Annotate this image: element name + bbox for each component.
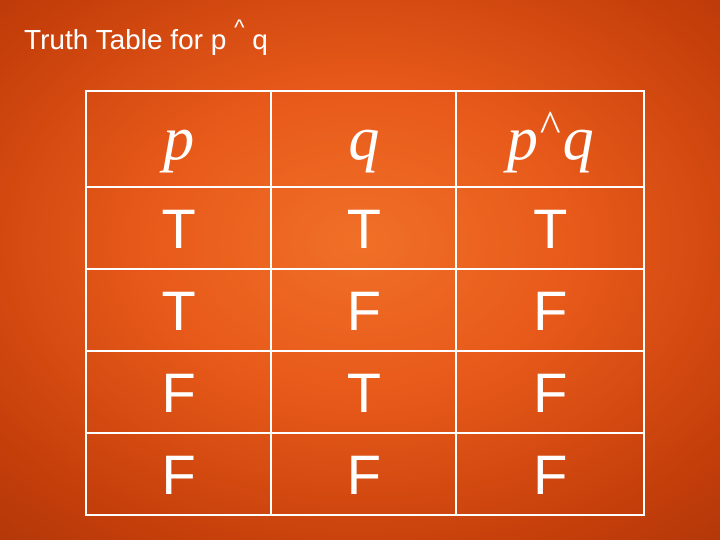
cell: T [456, 187, 644, 269]
table-row: T F F [86, 269, 644, 351]
title-caret: ^ [234, 15, 244, 40]
cell: F [86, 433, 271, 515]
table-row: F T F [86, 351, 644, 433]
cell: F [86, 351, 271, 433]
title-prefix: Truth Table for p [24, 24, 234, 55]
header-p-and-q-caret: ^ [538, 102, 563, 151]
title-suffix: q [244, 24, 267, 55]
cell: T [271, 351, 456, 433]
cell: F [271, 269, 456, 351]
header-p-and-q-right: q [563, 105, 594, 173]
header-q: q [271, 91, 456, 187]
cell: F [456, 433, 644, 515]
table-row: F F F [86, 433, 644, 515]
table-row: T T T [86, 187, 644, 269]
table-header-row: p q p^q [86, 91, 644, 187]
header-p-and-q: p^q [456, 91, 644, 187]
cell: F [271, 433, 456, 515]
cell: F [456, 269, 644, 351]
slide-title: Truth Table for p ^ q [24, 24, 268, 56]
cell: T [86, 187, 271, 269]
cell: T [271, 187, 456, 269]
cell: F [456, 351, 644, 433]
truth-table: p q p^q T T T T F F F T F F F F [85, 90, 645, 516]
cell: T [86, 269, 271, 351]
header-p: p [86, 91, 271, 187]
header-p-and-q-left: p [507, 105, 538, 173]
